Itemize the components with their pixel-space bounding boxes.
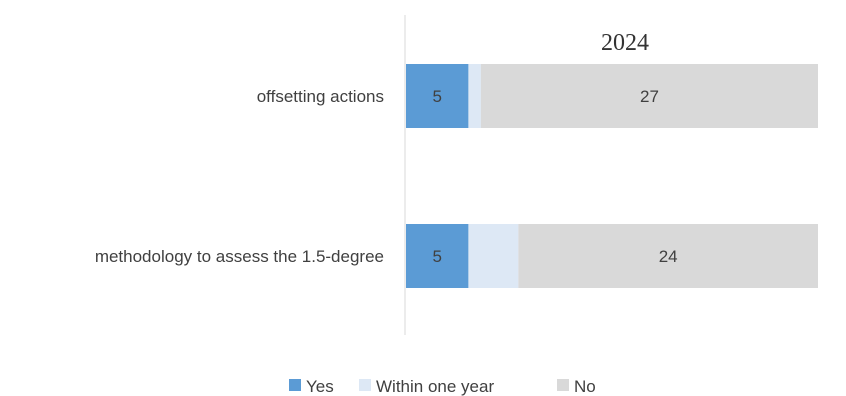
bar-yes-1: [406, 224, 469, 288]
category-label-1: methodology to assess the 1.5-degree: [95, 247, 384, 266]
legend-swatch-2: [557, 379, 569, 391]
legend-swatch-0: [289, 379, 301, 391]
legend-label-1: Within one year: [376, 377, 494, 396]
data-labels: 5 27 5 24: [432, 87, 677, 266]
data-label-2: 5: [432, 247, 441, 266]
bar-no-1: [518, 224, 818, 288]
data-label-1: 27: [640, 87, 659, 106]
data-label-0: 5: [432, 87, 441, 106]
bar-yes-0: [406, 64, 469, 128]
legend: Yes Within one year No: [289, 377, 596, 396]
bar-within-one-year-1: [468, 224, 519, 288]
category-labels: offsetting actions methodology to assess …: [95, 87, 384, 266]
legend-label-0: Yes: [306, 377, 334, 396]
legend-label-2: No: [574, 377, 596, 396]
bar-no-0: [480, 64, 818, 128]
data-label-3: 24: [659, 247, 678, 266]
bar-within-one-year-0: [468, 64, 481, 128]
legend-swatch-1: [359, 379, 371, 391]
chart-title: 2024: [601, 30, 649, 56]
category-label-0: offsetting actions: [257, 87, 384, 106]
bars-group: [406, 64, 818, 288]
